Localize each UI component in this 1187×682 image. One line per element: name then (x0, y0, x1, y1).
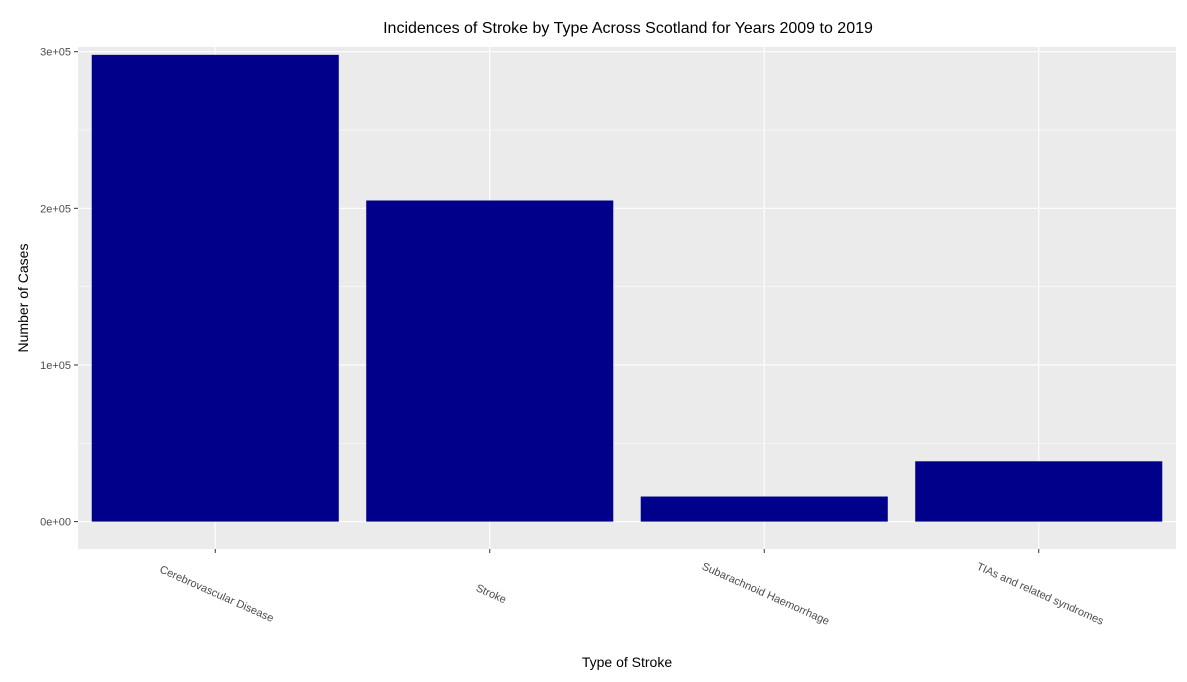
bar (91, 54, 339, 522)
chart-title: Incidences of Stroke by Type Across Scot… (383, 20, 873, 37)
y-tick-label: 3e+05 (40, 47, 71, 59)
x-tick-label: TIAs and related syndromes (975, 561, 1106, 628)
y-tick-label: 2e+05 (40, 203, 71, 215)
y-tick-label: 1e+05 (40, 360, 71, 372)
bar (915, 461, 1163, 522)
x-tick-label: Stroke (474, 582, 508, 606)
bars (91, 54, 1163, 522)
x-tick-label: Cerebrovascular Disease (158, 564, 276, 625)
x-tick-label: Subarachnoid Haemorrhage (700, 561, 831, 628)
bar (366, 200, 614, 522)
bar (640, 496, 888, 522)
x-axis-title: Type of Stroke (582, 654, 672, 670)
y-tick-label: 0e+00 (40, 517, 71, 529)
y-axis-title: Number of Cases (15, 244, 31, 353)
